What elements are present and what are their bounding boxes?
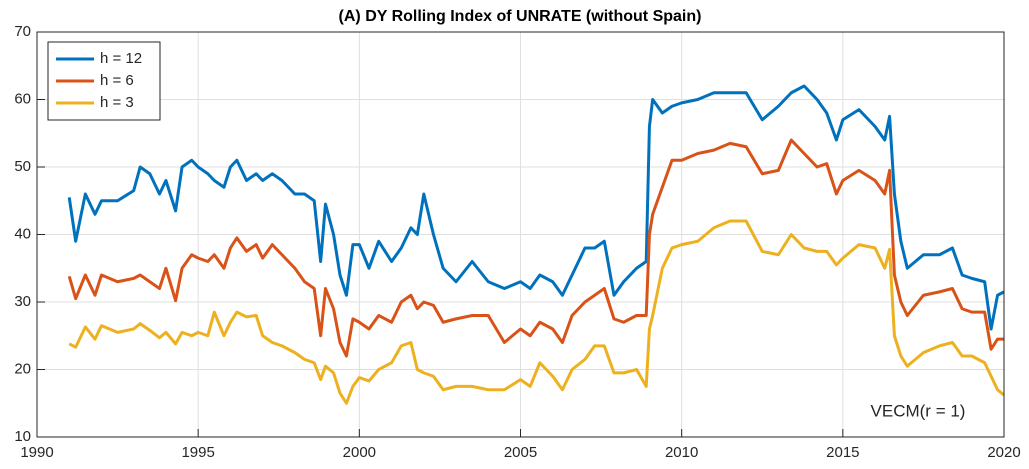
y-tick-label: 60 [14, 90, 31, 107]
y-tick-label: 40 [14, 225, 31, 242]
x-tick-label: 2015 [826, 444, 859, 461]
y-tick-label: 30 [14, 293, 31, 310]
y-tick-label: 20 [14, 360, 31, 377]
series-line [67, 138, 1004, 358]
x-tick-label: 2010 [665, 444, 698, 461]
x-tick-label: 2020 [987, 444, 1020, 461]
chart-title: (A) DY Rolling Index of UNRATE (without … [339, 8, 702, 25]
x-tick-label: 2000 [343, 444, 376, 461]
ticks: 1990 1995 2000 2005 2010 2015 2020 10 20 30 40 50 60… [14, 23, 1020, 461]
x-tick-label: 1995 [181, 444, 214, 461]
annotation: VECM(r = 1) [871, 401, 966, 420]
legend: h = 12 h = 6 h = 3 [47, 41, 161, 121]
legend-label: h = 6 [100, 72, 134, 89]
series-line [67, 84, 1005, 331]
legend-label: h = 3 [100, 94, 134, 111]
y-tick-label: 10 [14, 428, 31, 445]
lines [67, 84, 1005, 405]
x-tick-label: 1990 [20, 444, 53, 461]
y-tick-label: 50 [14, 158, 31, 175]
series-line [68, 219, 1005, 405]
legend-label: h = 12 [100, 50, 142, 67]
y-tick-label: 70 [14, 23, 31, 40]
x-tick-label: 2005 [504, 444, 537, 461]
